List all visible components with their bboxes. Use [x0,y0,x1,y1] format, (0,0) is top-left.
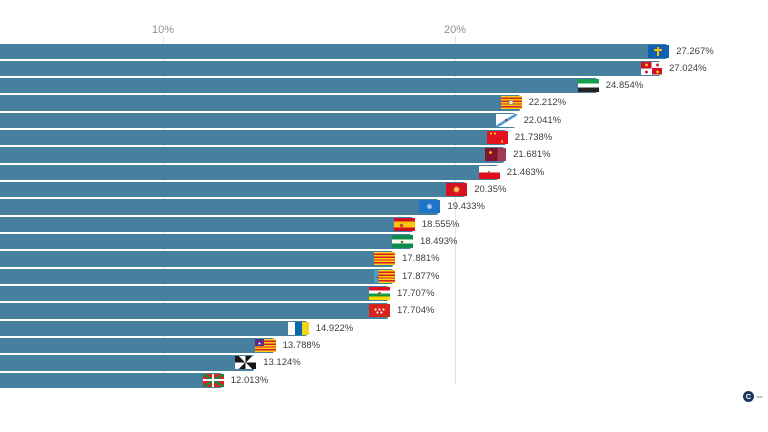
watermark-c-icon: C [743,391,754,402]
bar-row-asturias: 27.267% [0,43,768,59]
value-label-madrid: 17.704% [396,305,435,317]
value-label-asturias: 27.267% [676,45,714,57]
watermark-dash-icon [756,396,763,398]
value-label-castilla-leon: 27.024% [669,62,707,74]
value-label-baleares: 13.788% [282,340,321,352]
galicia-flag-icon [495,113,517,127]
castilla-la-mancha-flag-icon [485,148,507,162]
bar-pais-vasco [0,372,222,389]
castilla-leon-flag-icon [641,61,663,75]
bar-row-canarias: 14.922% [0,320,768,337]
espana-flag-icon [393,217,415,231]
pais-vasco-flag-icon [202,373,224,387]
bar-murcia [0,130,506,146]
bar-asturias [0,43,668,59]
bar-la-rioja [0,286,389,302]
bar-navarra [0,182,466,198]
la-rioja-flag-icon [369,287,391,301]
bar-castilla-la-mancha [0,147,505,163]
value-label-la-rioja: 17.707% [397,288,435,300]
value-label-castilla-la-mancha: 21.681% [513,149,551,161]
bar-madrid [0,303,388,319]
bar-row-cataluna: 17.881% [0,251,768,267]
bar-row-castilla-la-mancha: 21.681% [0,147,768,163]
bar-extremadura [0,78,597,94]
value-label-aragon: 22.212% [528,97,567,109]
value-label-cantabria: 21.463% [506,166,545,178]
valencia-flag-icon [374,269,395,283]
bar-baleares [0,338,274,354]
asturias-flag-icon [648,44,670,58]
bar-row-extremadura: 24.854% [0,78,768,94]
bar-andalucia [0,234,411,250]
cataluna-flag-icon [374,252,396,266]
x-axis-tick-10%: 10% [151,24,175,36]
value-label-valencia: 17.877% [402,270,440,282]
value-label-galicia: 22.041% [523,114,562,126]
bar-melilla [0,199,439,215]
value-label-canarias: 14.922% [315,322,354,334]
bar-galicia [0,112,515,129]
x-axis-tick-20%: 20% [443,24,467,36]
bar-row-cantabria: 21.463% [0,164,768,181]
bar-row-madrid: 17.704% [0,303,768,319]
value-label-pais-vasco: 12.013% [230,374,269,386]
bar-ceuta [0,355,255,371]
value-label-andalucia: 18.493% [419,236,458,248]
bar-canarias [0,320,307,337]
melilla-flag-icon [419,200,441,214]
bar-row-melilla: 19.433% [0,199,768,215]
value-label-ceuta: 13.124% [263,357,301,369]
value-label-espana: 18.555% [421,218,460,230]
murcia-flag-icon [486,131,508,145]
bar-row-andalucia: 18.493% [0,234,768,250]
bar-row-la-rioja: 17.707% [0,286,768,302]
value-label-melilla: 19.433% [447,201,485,213]
canarias-flag-icon [287,321,309,335]
bar-aragon [0,95,520,111]
watermark-letter: C [745,392,752,401]
baleares-flag-icon [254,339,276,353]
value-label-cataluna: 17.881% [402,253,440,265]
bar-row-navarra: 20.35% [0,182,768,198]
aragon-flag-icon [500,96,522,110]
bar-row-ceuta: 13.124% [0,355,768,371]
extremadura-flag-icon [577,79,599,93]
value-label-extremadura: 24.854% [605,80,644,92]
navarra-flag-icon [446,183,468,197]
bar-row-castilla-leon: 27.024% [0,60,768,77]
ceuta-flag-icon [235,356,257,370]
bar-espana [0,216,413,233]
bar-valencia [0,268,393,285]
bar-row-valencia: 17.877% [0,268,768,285]
value-label-navarra: 20.35% [474,184,507,196]
madrid-flag-icon [368,304,390,318]
watermark-logo: C [743,391,765,403]
bar-row-aragon: 22.212% [0,95,768,111]
bar-cantabria [0,164,498,181]
bar-row-murcia: 21.738% [0,130,768,146]
bar-row-galicia: 22.041% [0,112,768,129]
bar-row-espana: 18.555% [0,216,768,233]
value-label-murcia: 21.738% [514,132,553,144]
bar-row-baleares: 13.788% [0,338,768,354]
andalucia-flag-icon [391,235,413,249]
bar-castilla-leon [0,60,661,77]
cantabria-flag-icon [478,165,500,179]
bar-row-pais-vasco: 12.013% [0,372,768,389]
gridline-20% [455,36,456,385]
bar-cataluna [0,251,394,267]
